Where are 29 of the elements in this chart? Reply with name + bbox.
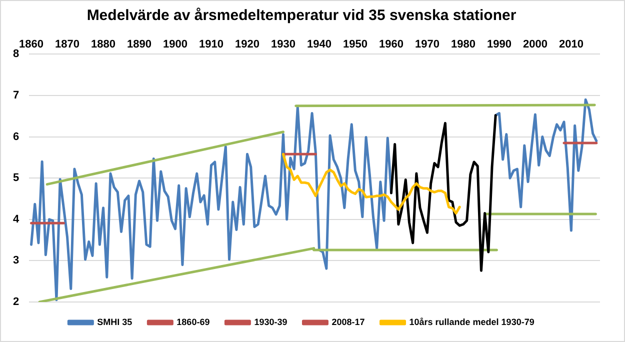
legend-label: 1930-39 <box>254 316 288 327</box>
y-tick-label: 6 <box>12 130 20 143</box>
x-tick-label: 2010 <box>558 38 584 51</box>
y-tick-label: 2 <box>12 296 20 308</box>
y-tick-label: 4 <box>12 213 20 226</box>
x-tick-label: 1870 <box>55 38 80 51</box>
x-tick-label: 1930 <box>271 38 296 51</box>
x-tick-label: 1890 <box>127 38 152 51</box>
legend-label: 10års rullande medel 1930-79 <box>409 316 534 327</box>
x-tick-label: 1970 <box>414 38 440 51</box>
x-tick-label: 1860 <box>19 38 44 51</box>
y-tick-label: 8 <box>12 48 20 60</box>
legend-label: SMHI 35 <box>97 316 132 327</box>
x-tick-label: 1940 <box>306 38 332 51</box>
x-tick-label: 1910 <box>199 38 224 51</box>
chart-title: Medelvärde av årsmedeltemperatur vid 35 svenska stationer <box>86 7 516 24</box>
legend-label: 2008-17 <box>332 316 365 327</box>
x-tick-label: 1920 <box>235 38 260 51</box>
x-tick-label: 1960 <box>378 38 404 51</box>
x-tick-label: 1900 <box>163 38 188 51</box>
y-tick-label: 3 <box>12 254 20 267</box>
x-tick-label: 1950 <box>342 38 368 51</box>
y-tick-label: 7 <box>12 90 20 102</box>
x-tick-label: 1990 <box>486 38 512 51</box>
x-tick-label: 1880 <box>91 38 116 51</box>
y-tick-label: 5 <box>12 172 20 184</box>
x-tick-label: 1980 <box>450 38 476 51</box>
legend-label: 1860-69 <box>176 316 210 327</box>
x-tick-label: 2000 <box>522 38 548 51</box>
